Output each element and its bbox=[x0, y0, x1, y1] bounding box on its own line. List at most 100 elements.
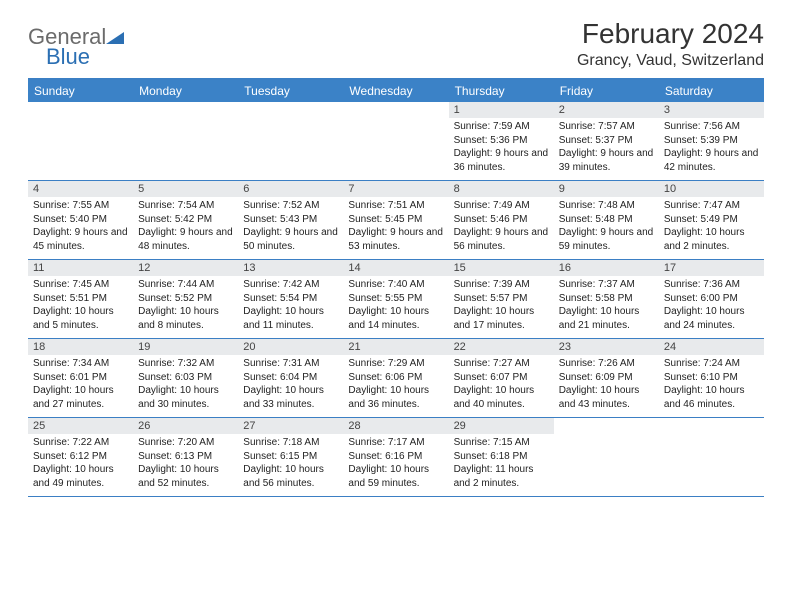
daylight-text: Daylight: 10 hours and 40 minutes. bbox=[454, 384, 549, 411]
sunrise-text: Sunrise: 7:42 AM bbox=[243, 278, 338, 292]
day-details: Sunrise: 7:49 AMSunset: 5:46 PMDaylight:… bbox=[449, 197, 554, 257]
day-cell: 26Sunrise: 7:20 AMSunset: 6:13 PMDayligh… bbox=[133, 418, 238, 496]
day-details: Sunrise: 7:20 AMSunset: 6:13 PMDaylight:… bbox=[133, 434, 238, 494]
day-cell: 4Sunrise: 7:55 AMSunset: 5:40 PMDaylight… bbox=[28, 181, 133, 259]
week-row: 25Sunrise: 7:22 AMSunset: 6:12 PMDayligh… bbox=[28, 418, 764, 497]
day-details: Sunrise: 7:24 AMSunset: 6:10 PMDaylight:… bbox=[659, 355, 764, 415]
sunrise-text: Sunrise: 7:48 AM bbox=[559, 199, 654, 213]
title-block: February 2024 Grancy, Vaud, Switzerland bbox=[577, 18, 764, 70]
sunset-text: Sunset: 6:03 PM bbox=[138, 371, 233, 385]
daylight-text: Daylight: 9 hours and 45 minutes. bbox=[33, 226, 128, 253]
daylight-text: Daylight: 9 hours and 59 minutes. bbox=[559, 226, 654, 253]
week-row: 18Sunrise: 7:34 AMSunset: 6:01 PMDayligh… bbox=[28, 339, 764, 418]
sunset-text: Sunset: 5:54 PM bbox=[243, 292, 338, 306]
sunset-text: Sunset: 5:46 PM bbox=[454, 213, 549, 227]
daylight-text: Daylight: 10 hours and 36 minutes. bbox=[348, 384, 443, 411]
sunrise-text: Sunrise: 7:31 AM bbox=[243, 357, 338, 371]
sunrise-text: Sunrise: 7:15 AM bbox=[454, 436, 549, 450]
day-cell: 15Sunrise: 7:39 AMSunset: 5:57 PMDayligh… bbox=[449, 260, 554, 338]
daylight-text: Daylight: 9 hours and 39 minutes. bbox=[559, 147, 654, 174]
sunset-text: Sunset: 5:45 PM bbox=[348, 213, 443, 227]
sunrise-text: Sunrise: 7:40 AM bbox=[348, 278, 443, 292]
day-details: Sunrise: 7:39 AMSunset: 5:57 PMDaylight:… bbox=[449, 276, 554, 336]
daylight-text: Daylight: 10 hours and 5 minutes. bbox=[33, 305, 128, 332]
day-cell: 5Sunrise: 7:54 AMSunset: 5:42 PMDaylight… bbox=[133, 181, 238, 259]
sunrise-text: Sunrise: 7:26 AM bbox=[559, 357, 654, 371]
daylight-text: Daylight: 11 hours and 2 minutes. bbox=[454, 463, 549, 490]
sunset-text: Sunset: 6:04 PM bbox=[243, 371, 338, 385]
calendar: SundayMondayTuesdayWednesdayThursdayFrid… bbox=[28, 78, 764, 497]
day-cell: 3Sunrise: 7:56 AMSunset: 5:39 PMDaylight… bbox=[659, 102, 764, 180]
day-cell: 14 Sunrise: 7:40 AMSunset: 5:55 PMDayligh… bbox=[343, 260, 448, 338]
daylight-text: Daylight: 10 hours and 21 minutes. bbox=[559, 305, 654, 332]
day-details: Sunrise: 7:48 AMSunset: 5:48 PMDaylight:… bbox=[554, 197, 659, 257]
sunrise-text: Sunrise: 7:27 AM bbox=[454, 357, 549, 371]
day-number: 18 bbox=[28, 339, 133, 355]
sunrise-text: Sunrise: 7:37 AM bbox=[559, 278, 654, 292]
day-number: 22 bbox=[449, 339, 554, 355]
day-number: 25 bbox=[28, 418, 133, 434]
daylight-text: Daylight: 10 hours and 17 minutes. bbox=[454, 305, 549, 332]
day-details: Sunrise: 7:52 AMSunset: 5:43 PMDaylight:… bbox=[238, 197, 343, 257]
logo-triangle-icon bbox=[106, 30, 124, 44]
daylight-text: Daylight: 10 hours and 8 minutes. bbox=[138, 305, 233, 332]
location: Grancy, Vaud, Switzerland bbox=[577, 52, 764, 70]
day-number: 24 bbox=[659, 339, 764, 355]
sunrise-text: Sunrise: 7:51 AM bbox=[348, 199, 443, 213]
calendar-weeks: 1Sunrise: 7:59 AMSunset: 5:36 PMDaylight… bbox=[28, 102, 764, 497]
day-details: Sunrise: 7:32 AMSunset: 6:03 PMDaylight:… bbox=[133, 355, 238, 415]
sunrise-text: Sunrise: 7:34 AM bbox=[33, 357, 128, 371]
day-cell: 13Sunrise: 7:42 AMSunset: 5:54 PMDayligh… bbox=[238, 260, 343, 338]
sunset-text: Sunset: 5:43 PM bbox=[243, 213, 338, 227]
day-cell: 17Sunrise: 7:36 AMSunset: 6:00 PMDayligh… bbox=[659, 260, 764, 338]
day-cell: 2Sunrise: 7:57 AMSunset: 5:37 PMDaylight… bbox=[554, 102, 659, 180]
sunset-text: Sunset: 6:09 PM bbox=[559, 371, 654, 385]
weekday-header: Tuesday bbox=[238, 80, 343, 102]
day-number: 6 bbox=[238, 181, 343, 197]
day-details: Sunrise: 7:55 AMSunset: 5:40 PMDaylight:… bbox=[28, 197, 133, 257]
day-details: Sunrise: 7:37 AMSunset: 5:58 PMDaylight:… bbox=[554, 276, 659, 336]
day-details: Sunrise: 7:26 AMSunset: 6:09 PMDaylight:… bbox=[554, 355, 659, 415]
sunrise-text: Sunrise: 7:56 AM bbox=[664, 120, 759, 134]
day-number: 3 bbox=[659, 102, 764, 118]
daylight-text: Daylight: 9 hours and 42 minutes. bbox=[664, 147, 759, 174]
sunrise-text: Sunrise: 7:18 AM bbox=[243, 436, 338, 450]
day-details: Sunrise: 7:29 AMSunset: 6:06 PMDaylight:… bbox=[343, 355, 448, 415]
day-number: 23 bbox=[554, 339, 659, 355]
day-cell: 10Sunrise: 7:47 AMSunset: 5:49 PMDayligh… bbox=[659, 181, 764, 259]
day-number: 9 bbox=[554, 181, 659, 197]
day-cell: 1Sunrise: 7:59 AMSunset: 5:36 PMDaylight… bbox=[449, 102, 554, 180]
empty-cell bbox=[343, 102, 448, 180]
sunset-text: Sunset: 5:58 PM bbox=[559, 292, 654, 306]
day-number: 14 bbox=[343, 260, 448, 276]
sunset-text: Sunset: 6:00 PM bbox=[664, 292, 759, 306]
day-number: 7 bbox=[343, 181, 448, 197]
sunrise-text: Sunrise: 7:39 AM bbox=[454, 278, 549, 292]
day-details: Sunrise: 7:44 AMSunset: 5:52 PMDaylight:… bbox=[133, 276, 238, 336]
day-cell: 9Sunrise: 7:48 AMSunset: 5:48 PMDaylight… bbox=[554, 181, 659, 259]
daylight-text: Daylight: 10 hours and 14 minutes. bbox=[348, 305, 443, 332]
sunset-text: Sunset: 6:10 PM bbox=[664, 371, 759, 385]
day-number: 16 bbox=[554, 260, 659, 276]
day-number: 15 bbox=[449, 260, 554, 276]
sunset-text: Sunset: 5:55 PM bbox=[348, 292, 443, 306]
logo: General Blue bbox=[28, 24, 124, 70]
sunset-text: Sunset: 6:06 PM bbox=[348, 371, 443, 385]
week-row: 4Sunrise: 7:55 AMSunset: 5:40 PMDaylight… bbox=[28, 181, 764, 260]
sunset-text: Sunset: 5:52 PM bbox=[138, 292, 233, 306]
sunrise-text: Sunrise: 7:57 AM bbox=[559, 120, 654, 134]
day-details: Sunrise: 7:15 AMSunset: 6:18 PMDaylight:… bbox=[449, 434, 554, 494]
sunrise-text: Sunrise: 7:55 AM bbox=[33, 199, 128, 213]
sunrise-text: Sunrise: 7:22 AM bbox=[33, 436, 128, 450]
sunrise-text: Sunrise: 7:45 AM bbox=[33, 278, 128, 292]
day-number: 10 bbox=[659, 181, 764, 197]
daylight-text: Daylight: 10 hours and 43 minutes. bbox=[559, 384, 654, 411]
empty-cell bbox=[238, 102, 343, 180]
logo-text-blue: Blue bbox=[46, 44, 124, 70]
sunrise-text: Sunrise: 7:20 AM bbox=[138, 436, 233, 450]
day-cell: 8Sunrise: 7:49 AMSunset: 5:46 PMDaylight… bbox=[449, 181, 554, 259]
day-details: Sunrise: 7:47 AMSunset: 5:49 PMDaylight:… bbox=[659, 197, 764, 257]
weekday-header: Thursday bbox=[449, 80, 554, 102]
sunset-text: Sunset: 6:16 PM bbox=[348, 450, 443, 464]
sunset-text: Sunset: 5:49 PM bbox=[664, 213, 759, 227]
